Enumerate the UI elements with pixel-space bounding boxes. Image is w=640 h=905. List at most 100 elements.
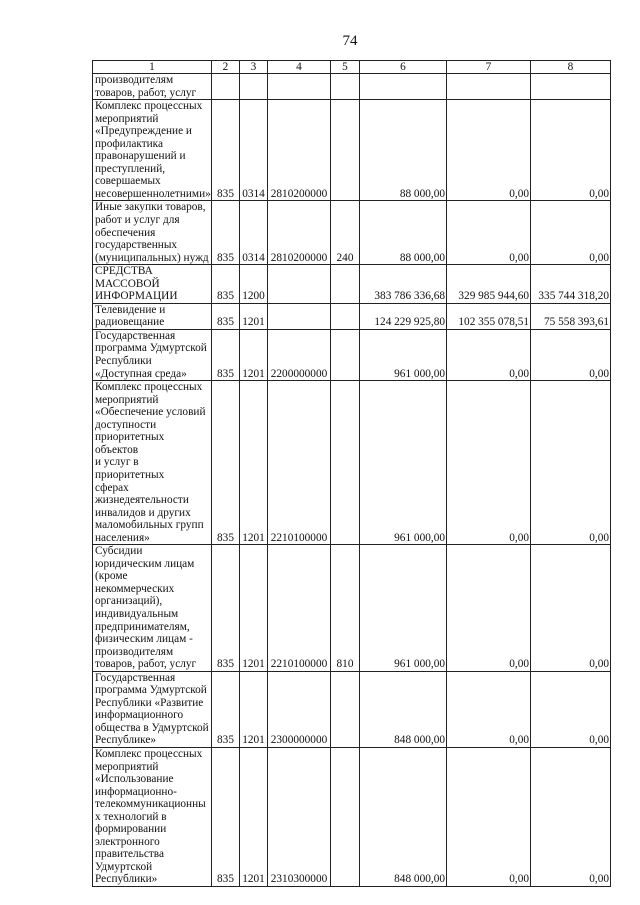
row-chapter-code: 835 (211, 264, 240, 304)
column-header-4: 4 (267, 60, 331, 74)
column-header-5: 5 (330, 60, 360, 74)
row-description: Комплекс процессных мероприятий «Использ… (92, 746, 212, 888)
table-row: Комплекс процессных мероприятий «Обеспеч… (92, 380, 611, 546)
row-amount-col6: 88 000,00 (359, 99, 447, 202)
row-target-item (267, 72, 331, 101)
row-amount-col6: 383 786 336,68 (359, 264, 447, 304)
row-amount-col8: 0,00 (530, 746, 611, 888)
row-chapter-code: 835 (211, 302, 240, 330)
row-target-item (267, 302, 331, 330)
row-target-item: 2810200000 (267, 200, 331, 266)
row-target-item: 2200000000 (267, 328, 331, 382)
table-row: Комплекс процессных мероприятий «Предупр… (92, 99, 611, 202)
row-description: Субсидии юридическим лицам (кроме некомм… (92, 544, 212, 672)
row-expense-type (330, 72, 360, 101)
row-expense-type (330, 670, 360, 748)
row-expense-type (330, 746, 360, 888)
row-amount-col6 (359, 72, 447, 101)
row-description: Государственная программа Удмуртской Рес… (92, 328, 212, 382)
row-chapter-code: 835 (211, 380, 240, 546)
row-chapter-code: 835 (211, 670, 240, 748)
table-row: Субсидии юридическим лицам (кроме некомм… (92, 544, 611, 672)
row-chapter-code: 835 (211, 200, 240, 266)
row-description: Иные закупки товаров, работ и услуг для … (92, 200, 212, 266)
row-target-item: 2310300000 (267, 746, 331, 888)
row-chapter-code (211, 72, 240, 101)
row-amount-col8: 0,00 (530, 200, 611, 266)
row-description: СРЕДСТВА МАССОВОЙ ИНФОРМАЦИИ (92, 264, 212, 304)
row-section-code: 0314 (239, 99, 268, 202)
row-amount-col6: 961 000,00 (359, 380, 447, 546)
row-description: производителям товаров, работ, услуг (92, 72, 212, 101)
table-row: Телевидение и радиовещание 835 1201 124 229… (92, 302, 611, 330)
row-description: Комплекс процессных мероприятий «Обеспеч… (92, 380, 212, 546)
row-chapter-code: 835 (211, 544, 240, 672)
row-target-item (267, 264, 331, 304)
row-section-code (239, 72, 268, 101)
row-amount-col6: 961 000,00 (359, 544, 447, 672)
row-expense-type (330, 264, 360, 304)
row-description: Телевидение и радиовещание (92, 302, 212, 330)
row-section-code: 1201 (239, 544, 268, 672)
row-section-code: 1201 (239, 670, 268, 748)
row-amount-col8: 0,00 (530, 380, 611, 546)
row-amount-col8: 0,00 (530, 99, 611, 202)
table-row: Государственная программа Удмуртской Рес… (92, 670, 611, 748)
row-section-code: 1201 (239, 328, 268, 382)
row-amount-col7: 0,00 (446, 380, 531, 546)
table-row: производителям товаров, работ, услуг (92, 72, 611, 101)
row-amount-col6: 88 000,00 (359, 200, 447, 266)
row-description: Государственная программа Удмуртской Рес… (92, 670, 212, 748)
row-section-code: 1201 (239, 380, 268, 546)
table-row: Государственная программа Удмуртской Рес… (92, 328, 611, 382)
table-row: Комплекс процессных мероприятий «Использ… (92, 746, 611, 888)
row-section-code: 1200 (239, 264, 268, 304)
row-expense-type (330, 380, 360, 546)
column-header-2: 2 (211, 60, 240, 74)
row-expense-type (330, 302, 360, 330)
row-target-item: 2210100000 (267, 380, 331, 546)
row-amount-col7 (446, 72, 531, 101)
row-expense-type (330, 328, 360, 382)
row-chapter-code: 835 (211, 328, 240, 382)
row-expense-type: 240 (330, 200, 360, 266)
table-row: Иные закупки товаров, работ и услуг для … (92, 200, 611, 266)
row-target-item: 2810200000 (267, 99, 331, 202)
row-target-item: 2300000000 (267, 670, 331, 748)
table-row: СРЕДСТВА МАССОВОЙ ИНФОРМАЦИИ 835 1200 383 7… (92, 264, 611, 304)
row-amount-col7: 0,00 (446, 670, 531, 748)
row-amount-col8: 0,00 (530, 670, 611, 748)
row-target-item: 2210100000 (267, 544, 331, 672)
row-amount-col8: 335 744 318,20 (530, 264, 611, 304)
column-header-7: 7 (446, 60, 531, 74)
page-number: 74 (342, 33, 358, 49)
row-amount-col7: 0,00 (446, 328, 531, 382)
row-amount-col8: 0,00 (530, 328, 611, 382)
row-description: Комплекс процессных мероприятий «Предупр… (92, 99, 212, 202)
column-header-3: 3 (239, 60, 268, 74)
row-amount-col8 (530, 72, 611, 101)
row-amount-col8: 75 558 393,61 (530, 302, 611, 330)
row-section-code: 1201 (239, 302, 268, 330)
row-amount-col6: 961 000,00 (359, 328, 447, 382)
row-expense-type (330, 99, 360, 202)
row-amount-col7: 0,00 (446, 746, 531, 888)
row-amount-col7: 329 985 944,60 (446, 264, 531, 304)
row-chapter-code: 835 (211, 99, 240, 202)
column-header-8: 8 (530, 60, 611, 74)
row-amount-col6: 848 000,00 (359, 746, 447, 888)
row-chapter-code: 835 (211, 746, 240, 888)
row-amount-col7: 102 355 078,51 (446, 302, 531, 330)
row-amount-col6: 124 229 925,80 (359, 302, 447, 330)
row-amount-col6: 848 000,00 (359, 670, 447, 748)
row-amount-col7: 0,00 (446, 200, 531, 266)
row-expense-type: 810 (330, 544, 360, 672)
column-header-1: 1 (92, 60, 212, 74)
row-amount-col7: 0,00 (446, 99, 531, 202)
row-section-code: 0314 (239, 200, 268, 266)
row-amount-col8: 0,00 (530, 544, 611, 672)
row-amount-col7: 0,00 (446, 544, 531, 672)
row-section-code: 1201 (239, 746, 268, 888)
